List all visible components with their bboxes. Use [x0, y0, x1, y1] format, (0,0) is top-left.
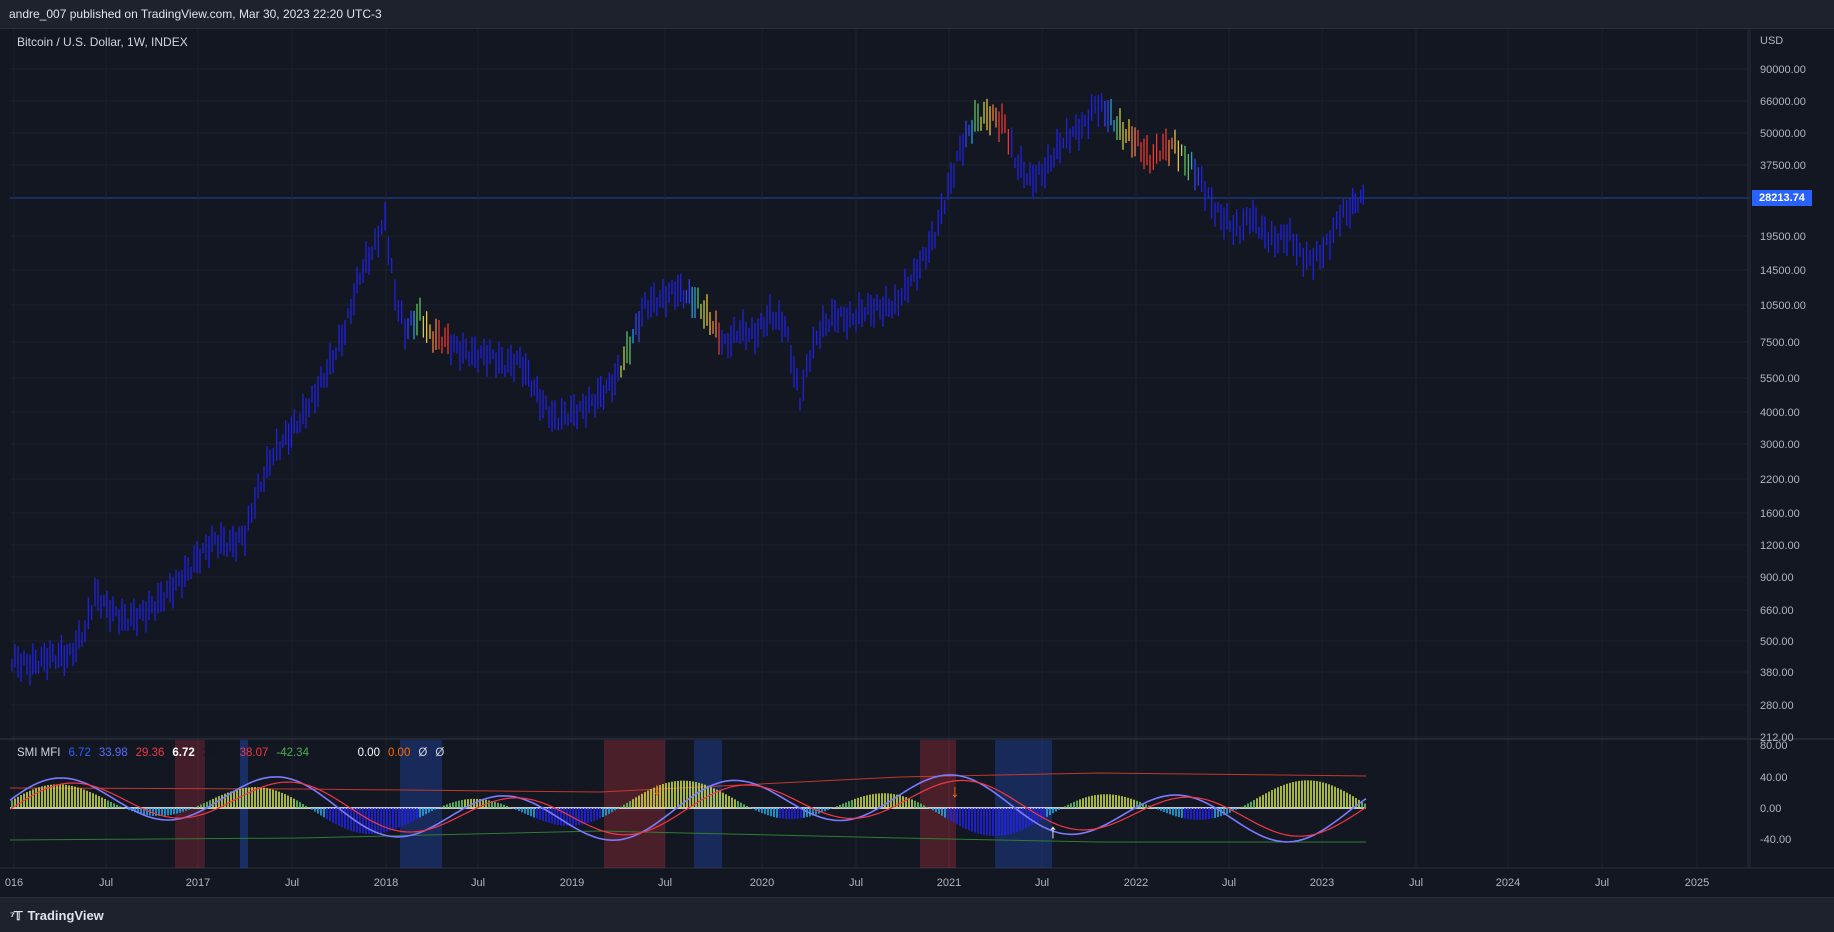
- indicator-value: 29.36: [135, 747, 165, 759]
- time-tick-label: 2023: [1310, 877, 1334, 889]
- chart-canvas[interactable]: ↓ ↓ ↑ USD 90000.00 66000.00 50000.00 37500.00 1…: [0, 28, 1834, 897]
- indicator-shading: [175, 740, 1052, 868]
- time-axis: 016 Jul 2017 Jul 2018 Jul 2019 Jul 2020 Jul 2021 Ju…: [5, 877, 1709, 889]
- price-tick-label: 212.00: [1760, 732, 1794, 744]
- time-tick-label: 016: [5, 877, 23, 889]
- time-tick-label: 2020: [750, 877, 774, 889]
- indicator-shade: [240, 740, 248, 868]
- price-tick-label: 3000.00: [1760, 439, 1800, 451]
- price-tick-label: 280.00: [1760, 700, 1794, 712]
- time-tick-label: Jul: [471, 877, 485, 889]
- indicator-shade: [604, 740, 665, 868]
- time-tick-label: Jul: [285, 877, 299, 889]
- sell-arrow: ↓: [951, 781, 960, 801]
- price-tick-label: 90000.00: [1760, 64, 1806, 76]
- indicator-tick-label: 0.00: [1760, 803, 1781, 815]
- indicator-value: -42.34: [316, 747, 350, 759]
- indicator-value: 38.07: [202, 747, 232, 759]
- time-tick-label: Jul: [1409, 877, 1423, 889]
- indicator-tick-label: 40.00: [1760, 772, 1788, 784]
- time-tick-label: Jul: [99, 877, 113, 889]
- indicator-value: 6.72: [172, 747, 195, 759]
- signal-line: [9, 779, 1367, 837]
- indicator-shade: [995, 740, 1052, 868]
- sell-arrow: ↓: [653, 779, 662, 799]
- chart-area[interactable]: ↓ ↓ ↑ USD 90000.00 66000.00 50000.00 37500.00 1…: [0, 28, 1834, 897]
- last-price-badge: 28213.74: [1752, 190, 1812, 206]
- price-tick-label: 1200.00: [1760, 540, 1800, 552]
- indicator-shade: [400, 740, 442, 868]
- time-tick-label: 2018: [374, 877, 398, 889]
- time-tick-label: 2017: [186, 877, 210, 889]
- brand-name: TradingView: [27, 908, 104, 923]
- price-tick-label: 660.00: [1760, 605, 1794, 617]
- price-tick-label: 4000.00: [1760, 407, 1800, 419]
- tradingview-logo-icon: ⁷𝕋: [10, 908, 22, 923]
- price-candles: [11, 93, 1364, 686]
- time-tick-label: Jul: [658, 877, 672, 889]
- indicator-value: Ø: [435, 747, 445, 759]
- grid-lines: [10, 29, 1750, 868]
- indicator-tick-label: 80.00: [1760, 740, 1788, 752]
- publish-header: andre_007 published on TradingView.com, …: [0, 0, 1834, 29]
- indicator-legend: SMI MFI 6.72 33.98 29.36 6.72 38.07 38.07 -42.…: [17, 747, 444, 759]
- currency-label: USD: [1760, 35, 1783, 47]
- indicator-values: 6.72 33.98 29.36 6.72 38.07 38.07 -42.34 -42.34…: [68, 747, 444, 759]
- price-tick-label: 19500.00: [1760, 231, 1806, 243]
- price-tick-label: 900.00: [1760, 572, 1794, 584]
- price-axis: USD 90000.00 66000.00 50000.00 37500.00 19500…: [1760, 35, 1806, 744]
- tradingview-logo[interactable]: ⁷𝕋 TradingView: [10, 908, 104, 923]
- price-tick-label: 2200.00: [1760, 474, 1800, 486]
- time-tick-label: Jul: [1222, 877, 1236, 889]
- time-tick-label: Jul: [849, 877, 863, 889]
- oscillator-line: [9, 774, 1367, 843]
- indicator-tick-label: -40.00: [1760, 834, 1791, 846]
- price-tick-label: 5500.00: [1760, 373, 1800, 385]
- price-tick-label: 14500.00: [1760, 265, 1806, 277]
- time-tick-label: Jul: [1595, 877, 1609, 889]
- indicator-value: 0.00: [357, 747, 380, 759]
- indicator-value: 38.07: [239, 747, 269, 759]
- indicator-shade: [175, 740, 205, 868]
- symbol-title: Bitcoin / U.S. Dollar, 1W, INDEX: [17, 35, 188, 49]
- price-tick-label: 10500.00: [1760, 300, 1806, 312]
- indicator-shade: [920, 740, 956, 868]
- time-tick-label: 2021: [937, 877, 961, 889]
- price-tick-label: 500.00: [1760, 636, 1794, 648]
- time-tick-label: 2019: [560, 877, 584, 889]
- time-tick-label: 2024: [1496, 877, 1520, 889]
- indicator-name: SMI MFI: [17, 747, 61, 759]
- price-tick-label: 1600.00: [1760, 508, 1800, 520]
- indicator-value: -42.34: [276, 747, 309, 759]
- time-tick-label: 2025: [1685, 877, 1709, 889]
- indicator-plot: ↓ ↓ ↑: [9, 772, 1367, 843]
- price-tick-label: 37500.00: [1760, 160, 1806, 172]
- time-tick-label: 2022: [1124, 877, 1148, 889]
- indicator-value: Ø: [418, 747, 428, 759]
- indicator-value: 33.98: [98, 747, 128, 759]
- price-tick-label: 66000.00: [1760, 96, 1806, 108]
- footer: ⁷𝕋 TradingView: [0, 897, 1834, 932]
- price-tick-label: 7500.00: [1760, 337, 1800, 349]
- price-tick-label: 380.00: [1760, 667, 1794, 679]
- publish-info: andre_007 published on TradingView.com, …: [9, 7, 382, 21]
- indicator-axis: 80.00 40.00 0.00 -40.00: [1760, 740, 1791, 846]
- indicator-value: 6.72: [68, 747, 91, 759]
- buy-arrow: ↑: [1048, 821, 1058, 843]
- time-tick-label: Jul: [1035, 877, 1049, 889]
- panel-separators: [0, 29, 1834, 869]
- price-tick-label: 50000.00: [1760, 128, 1806, 140]
- indicator-value: 0.00: [387, 747, 411, 759]
